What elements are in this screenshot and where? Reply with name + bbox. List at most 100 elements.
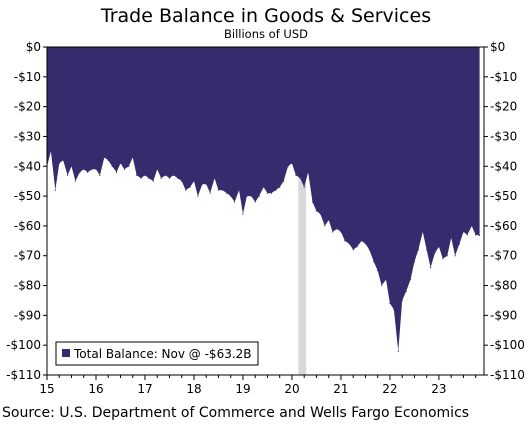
data-point — [389, 302, 391, 305]
data-point — [340, 231, 342, 233]
data-point — [426, 249, 428, 251]
data-point — [181, 180, 183, 182]
data-point — [111, 165, 113, 167]
data-point — [62, 159, 64, 161]
data-point — [360, 240, 363, 242]
data-point — [356, 246, 358, 248]
data-point — [172, 174, 174, 176]
data-point — [434, 252, 436, 254]
data-point — [54, 189, 56, 191]
data-point — [377, 270, 379, 272]
data-point — [50, 150, 52, 152]
data-point — [393, 308, 395, 310]
data-point — [295, 174, 297, 176]
data-point — [201, 183, 203, 185]
data-point — [422, 231, 424, 233]
data-point — [164, 174, 167, 176]
data-point — [242, 213, 244, 215]
data-point — [74, 180, 77, 182]
data-point — [279, 186, 281, 188]
data-point — [275, 189, 277, 191]
data-point — [250, 195, 252, 197]
y-axis-right: $0 -$10 -$20 -$30 -$40 -$50 -$60 -$70 -$80 -$90 -$… — [484, 40, 525, 382]
y-tick-label-left: -$10 — [14, 70, 41, 84]
data-point — [307, 171, 309, 173]
y-tick-label-left: -$70 — [14, 249, 41, 263]
data-point — [332, 231, 334, 233]
data-point — [234, 201, 236, 203]
data-point — [148, 177, 150, 179]
source-note: Source: U.S. Department of Commerce and … — [2, 405, 469, 421]
data-point — [385, 278, 387, 281]
y-tick-label-right: -$50 — [490, 189, 517, 203]
data-point — [79, 171, 81, 173]
data-point — [70, 165, 73, 167]
y-tick-label-left: -$20 — [14, 100, 41, 114]
data-point — [66, 174, 69, 176]
data-point — [160, 177, 162, 179]
data-point — [299, 177, 301, 179]
y-tick-label-right: -$10 — [490, 70, 517, 84]
data-point — [311, 201, 314, 203]
data-point — [319, 213, 321, 215]
x-tick-label: 17 — [137, 382, 152, 396]
y-tick-label-left: -$60 — [14, 219, 41, 233]
x-tick-label: 18 — [186, 382, 201, 396]
data-point — [283, 180, 285, 182]
y-axis-left: $0 -$10 -$20 -$30 -$40 -$50 -$60 -$70 -$80 -$90 -$… — [6, 40, 47, 382]
data-point — [197, 195, 199, 197]
chart-title: Trade Balance in Goods & Services — [100, 5, 431, 27]
y-tick-label-right: -$40 — [490, 159, 517, 173]
x-tick-label: 19 — [235, 382, 250, 396]
data-point — [446, 255, 448, 257]
data-point — [254, 201, 256, 203]
x-tick-label: 22 — [382, 382, 397, 396]
y-tick-label-left: -$110 — [6, 368, 41, 382]
data-point — [442, 258, 444, 260]
data-point — [348, 243, 350, 245]
x-tick-label: 16 — [88, 382, 103, 396]
data-point — [238, 189, 240, 191]
data-point — [262, 186, 265, 188]
legend-swatch — [62, 349, 70, 357]
data-point — [462, 231, 465, 233]
data-point — [450, 237, 452, 239]
y-tick-label-right: -$70 — [490, 249, 517, 263]
data-point — [168, 177, 171, 179]
data-point — [458, 243, 461, 245]
y-tick-label-left: -$90 — [14, 308, 41, 322]
data-point — [266, 192, 269, 194]
data-point — [91, 168, 93, 170]
y-tick-label-right: -$20 — [490, 100, 517, 114]
y-tick-label-right: -$110 — [490, 368, 525, 382]
data-point — [152, 180, 154, 182]
data-point — [409, 278, 412, 281]
data-point — [324, 225, 326, 227]
data-point — [128, 165, 130, 167]
y-tick-label-left: -$30 — [14, 129, 41, 143]
plot-frame — [46, 46, 485, 376]
data-point — [475, 234, 477, 236]
data-point — [373, 261, 375, 263]
data-point — [344, 240, 346, 242]
x-tick-label: 21 — [333, 382, 348, 396]
y-tick-label-right: -$30 — [490, 129, 517, 143]
data-point — [381, 284, 383, 287]
recession-band — [298, 47, 307, 375]
data-points — [46, 150, 481, 352]
data-point — [144, 174, 146, 176]
legend-label: Total Balance: Nov @ -$63.2B — [73, 347, 252, 361]
data-point — [95, 168, 97, 170]
trade-balance-area — [47, 47, 480, 352]
data-point — [189, 186, 191, 188]
data-point — [429, 267, 432, 269]
data-point — [336, 228, 338, 230]
data-point — [221, 189, 223, 191]
plot-area: $0 -$10 -$20 -$30 -$40 -$50 -$60 -$70 -$80 -$90 -$… — [6, 40, 525, 396]
data-point — [368, 249, 370, 251]
data-point — [397, 350, 399, 352]
data-point — [136, 174, 138, 176]
data-point — [315, 210, 318, 212]
data-point — [405, 290, 407, 293]
